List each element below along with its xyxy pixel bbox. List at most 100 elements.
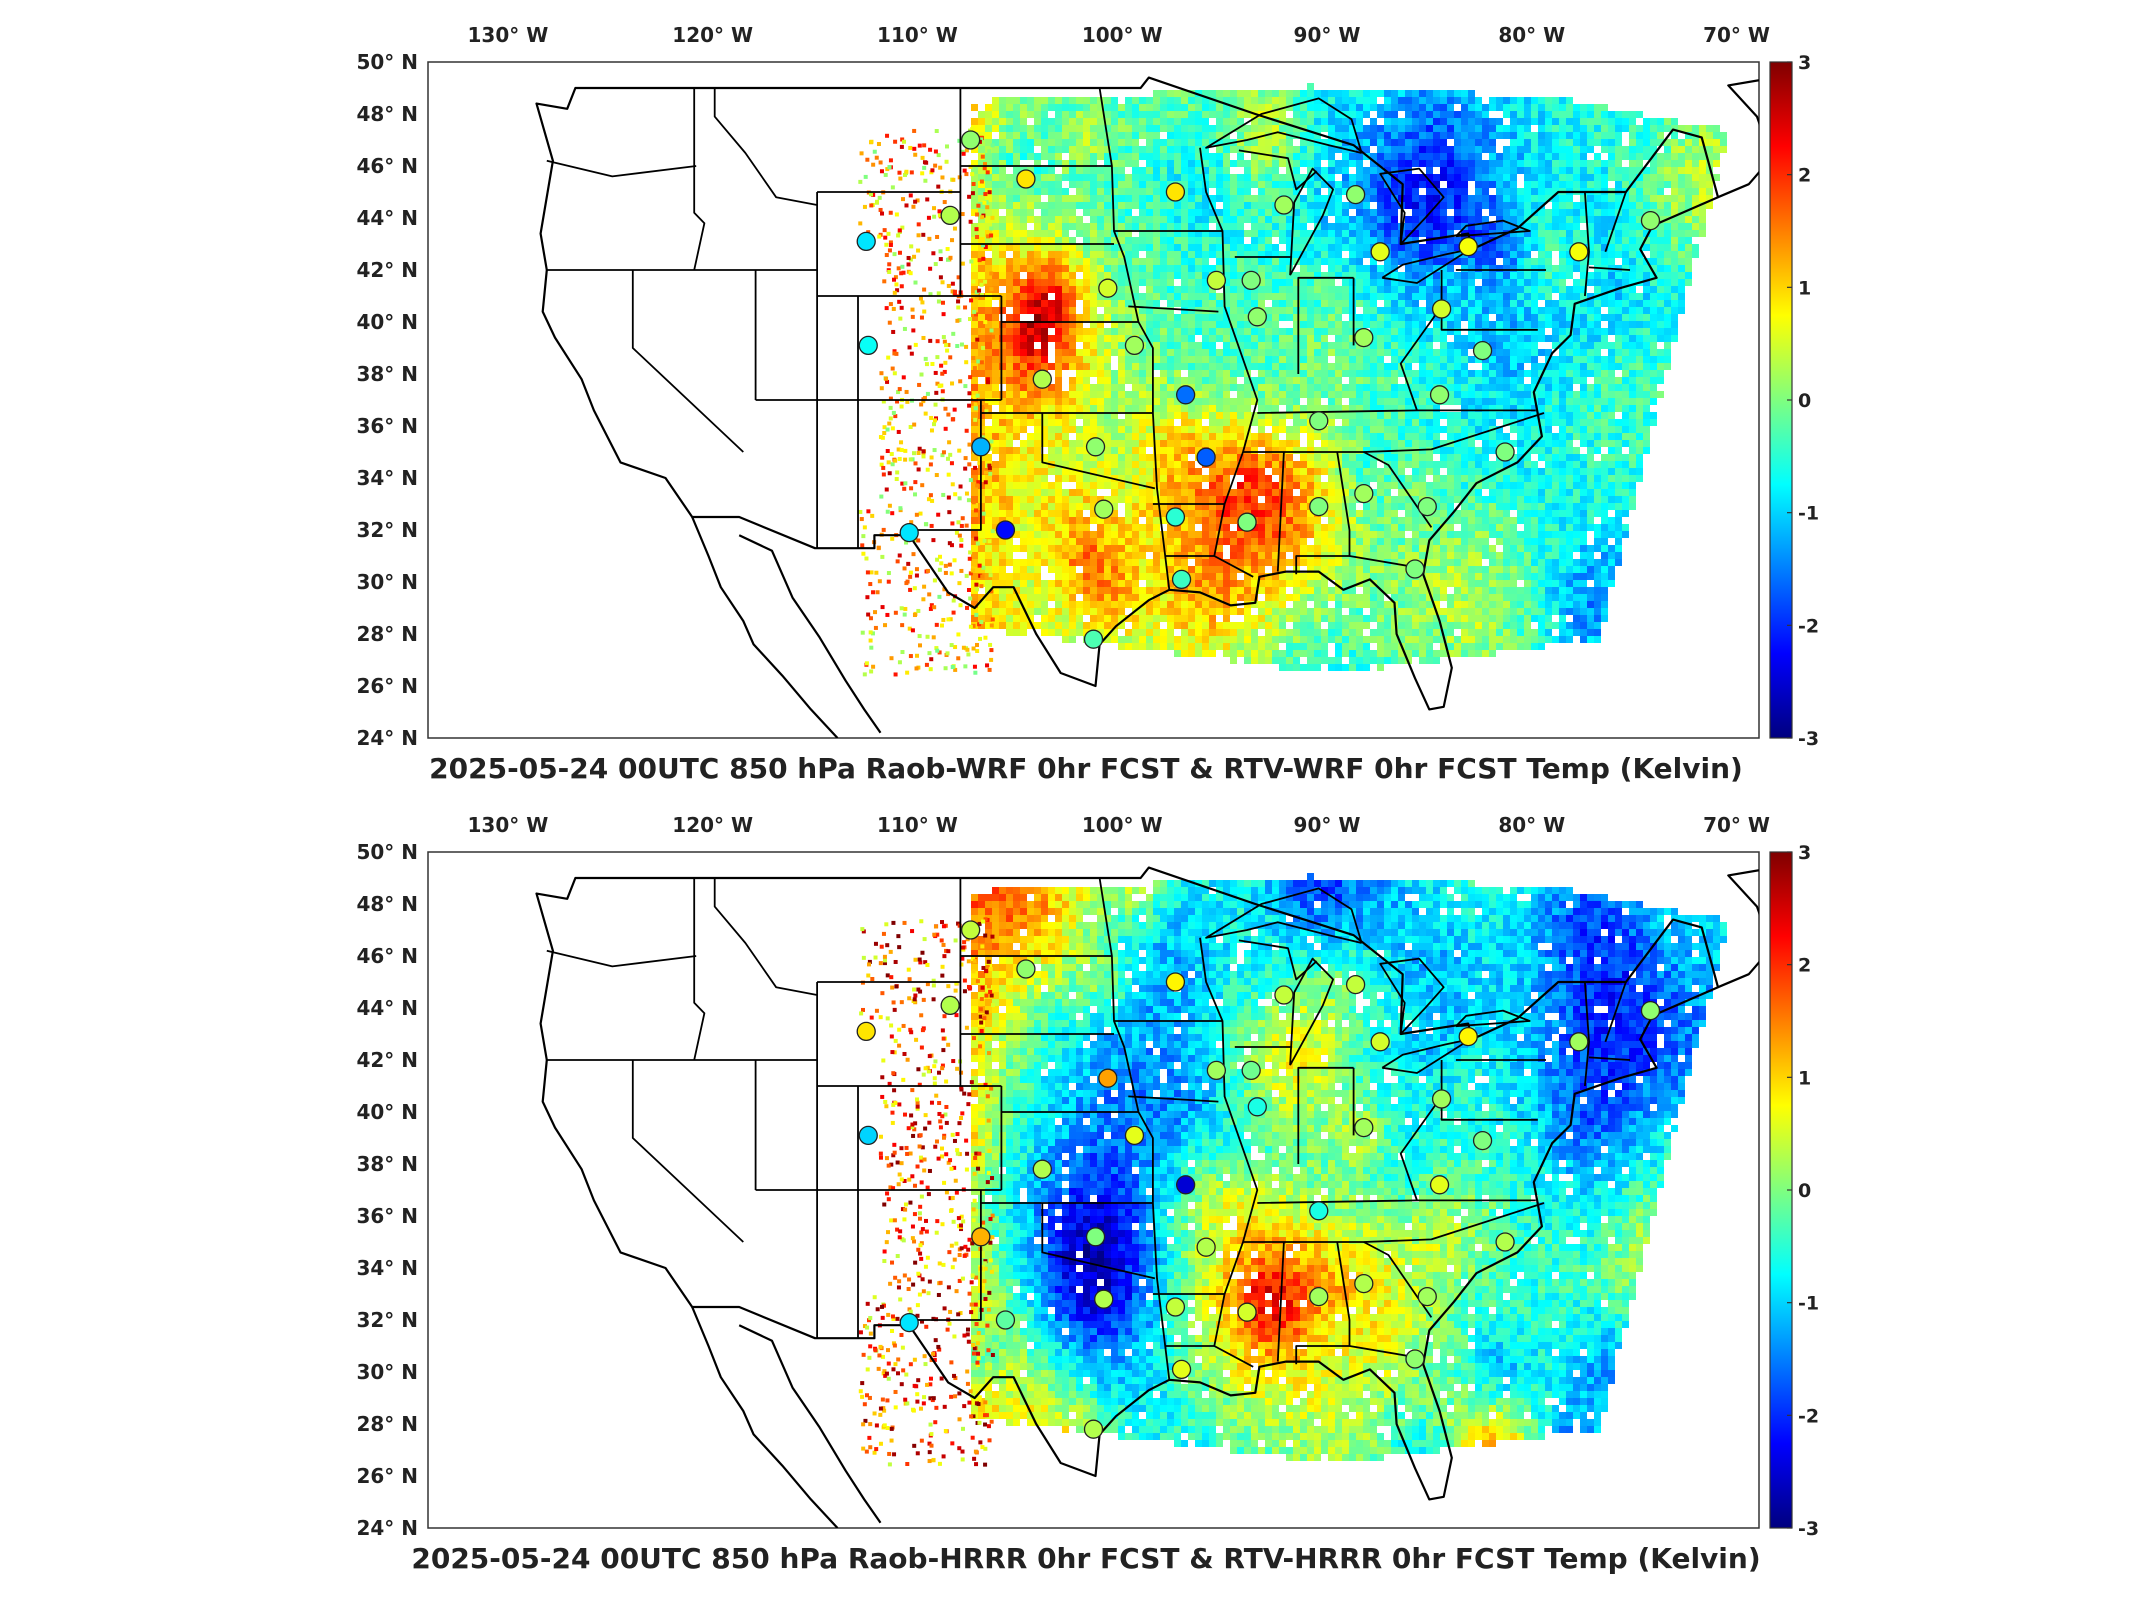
- raob-station-marker: [1310, 412, 1328, 430]
- latitude-tick-label: 46° N: [356, 154, 418, 178]
- raob-station-marker: [1347, 976, 1365, 994]
- raob-station-marker: [1125, 336, 1143, 354]
- colorbar-tick-label: 3: [1798, 842, 1811, 864]
- raob-station-marker: [1355, 1275, 1373, 1293]
- latitude-tick-label: 32° N: [356, 1308, 418, 1332]
- longitude-tick-label: 90° W: [1294, 813, 1361, 837]
- latitude-tick-label: 44° N: [356, 206, 418, 230]
- raob-station-marker: [857, 232, 875, 250]
- raob-station-marker: [1166, 973, 1184, 991]
- colorbar-tick-label: -3: [1798, 728, 1819, 750]
- raob-station-marker: [1085, 1420, 1103, 1438]
- latitude-tick-label: 36° N: [356, 1204, 418, 1228]
- raob-station-marker: [1406, 560, 1424, 578]
- longitude-tick-label: 120° W: [672, 23, 753, 47]
- longitude-tick-label: 130° W: [468, 23, 549, 47]
- raob-station-marker: [996, 1311, 1014, 1329]
- longitude-tick-label: 100° W: [1082, 813, 1163, 837]
- raob-station-marker: [1310, 1202, 1328, 1220]
- raob-station-marker: [1459, 238, 1477, 256]
- raob-station-marker: [1166, 183, 1184, 201]
- raob-station-marker: [1275, 196, 1293, 214]
- longitude-tick-label: 100° W: [1082, 23, 1163, 47]
- colorbar-tick-label: 1: [1798, 1067, 1811, 1089]
- colorbar-tick-label: 3: [1798, 52, 1811, 74]
- longitude-tick-label: 80° W: [1498, 813, 1565, 837]
- raob-station-marker: [962, 921, 980, 939]
- colorbar-tick-label: -2: [1798, 615, 1819, 637]
- raob-station-marker: [972, 438, 990, 456]
- raob-station-marker: [1099, 279, 1117, 297]
- raob-station-marker: [1197, 448, 1215, 466]
- raob-station-marker: [1207, 1061, 1225, 1079]
- colorbar-tick-label: 0: [1798, 1180, 1811, 1202]
- latitude-tick-label: 38° N: [356, 1152, 418, 1176]
- colorbar-tick-label: -2: [1798, 1405, 1819, 1427]
- raob-station-marker: [1371, 1033, 1389, 1051]
- latitude-tick-label: 42° N: [356, 258, 418, 282]
- raob-station-marker: [1017, 960, 1035, 978]
- temperature-difference-field: [859, 873, 1727, 1467]
- raob-station-marker: [1418, 498, 1436, 516]
- colorbar-tick-label: -1: [1798, 503, 1819, 525]
- raob-station-marker: [1433, 300, 1451, 318]
- raob-station-marker: [1099, 1069, 1117, 1087]
- raob-station-marker: [1431, 386, 1449, 404]
- latitude-tick-label: 32° N: [356, 518, 418, 542]
- temperature-difference-field: [858, 83, 1727, 676]
- colorbar-tick-label: 2: [1798, 165, 1811, 187]
- colorbar-tick-label: -3: [1798, 1518, 1819, 1540]
- longitude-tick-label: 80° W: [1498, 23, 1565, 47]
- raob-station-marker: [1095, 500, 1113, 518]
- raob-station-marker: [1570, 1033, 1588, 1051]
- latitude-tick-label: 30° N: [356, 570, 418, 594]
- longitude-tick-label: 110° W: [877, 813, 958, 837]
- latitude-tick-label: 24° N: [356, 726, 418, 750]
- raob-station-marker: [941, 996, 959, 1014]
- latitude-tick-label: 50° N: [356, 840, 418, 864]
- raob-station-marker: [1496, 1233, 1514, 1251]
- longitude-tick-label: 110° W: [877, 23, 958, 47]
- latitude-tick-label: 40° N: [356, 310, 418, 334]
- raob-station-marker: [1033, 370, 1051, 388]
- raob-station-marker: [900, 524, 918, 542]
- raob-station-marker: [857, 1022, 875, 1040]
- raob-station-marker: [1177, 386, 1195, 404]
- latitude-tick-label: 26° N: [356, 674, 418, 698]
- raob-station-marker: [1355, 485, 1373, 503]
- latitude-tick-label: 42° N: [356, 1048, 418, 1072]
- raob-station-marker: [1238, 1303, 1256, 1321]
- raob-station-marker: [1310, 498, 1328, 516]
- raob-station-marker: [1496, 443, 1514, 461]
- colorbar-tick-label: 0: [1798, 390, 1811, 412]
- raob-station-marker: [1310, 1288, 1328, 1306]
- raob-station-marker: [1248, 1098, 1266, 1116]
- raob-station-marker: [1087, 438, 1105, 456]
- latitude-tick-label: 48° N: [356, 102, 418, 126]
- raob-station-marker: [1242, 271, 1260, 289]
- raob-station-marker: [859, 1126, 877, 1144]
- raob-station-marker: [1177, 1176, 1195, 1194]
- raob-station-marker: [1085, 630, 1103, 648]
- latitude-tick-label: 46° N: [356, 944, 418, 968]
- longitude-tick-label: 90° W: [1294, 23, 1361, 47]
- raob-station-marker: [1355, 329, 1373, 347]
- raob-station-marker: [1431, 1176, 1449, 1194]
- longitude-tick-label: 70° W: [1703, 813, 1770, 837]
- latitude-tick-label: 44° N: [356, 996, 418, 1020]
- raob-station-marker: [1207, 271, 1225, 289]
- raob-station-marker: [1125, 1126, 1143, 1144]
- raob-station-marker: [1087, 1228, 1105, 1246]
- raob-station-marker: [1641, 212, 1659, 230]
- raob-station-marker: [1173, 1360, 1191, 1378]
- raob-station-marker: [1641, 1002, 1659, 1020]
- raob-station-marker: [1033, 1160, 1051, 1178]
- map-title: 2025-05-24 00UTC 850 hPa Raob-WRF 0hr FC…: [429, 752, 1743, 785]
- raob-station-marker: [962, 131, 980, 149]
- latitude-tick-label: 30° N: [356, 1360, 418, 1384]
- latitude-tick-label: 38° N: [356, 362, 418, 386]
- latitude-tick-label: 24° N: [356, 1516, 418, 1540]
